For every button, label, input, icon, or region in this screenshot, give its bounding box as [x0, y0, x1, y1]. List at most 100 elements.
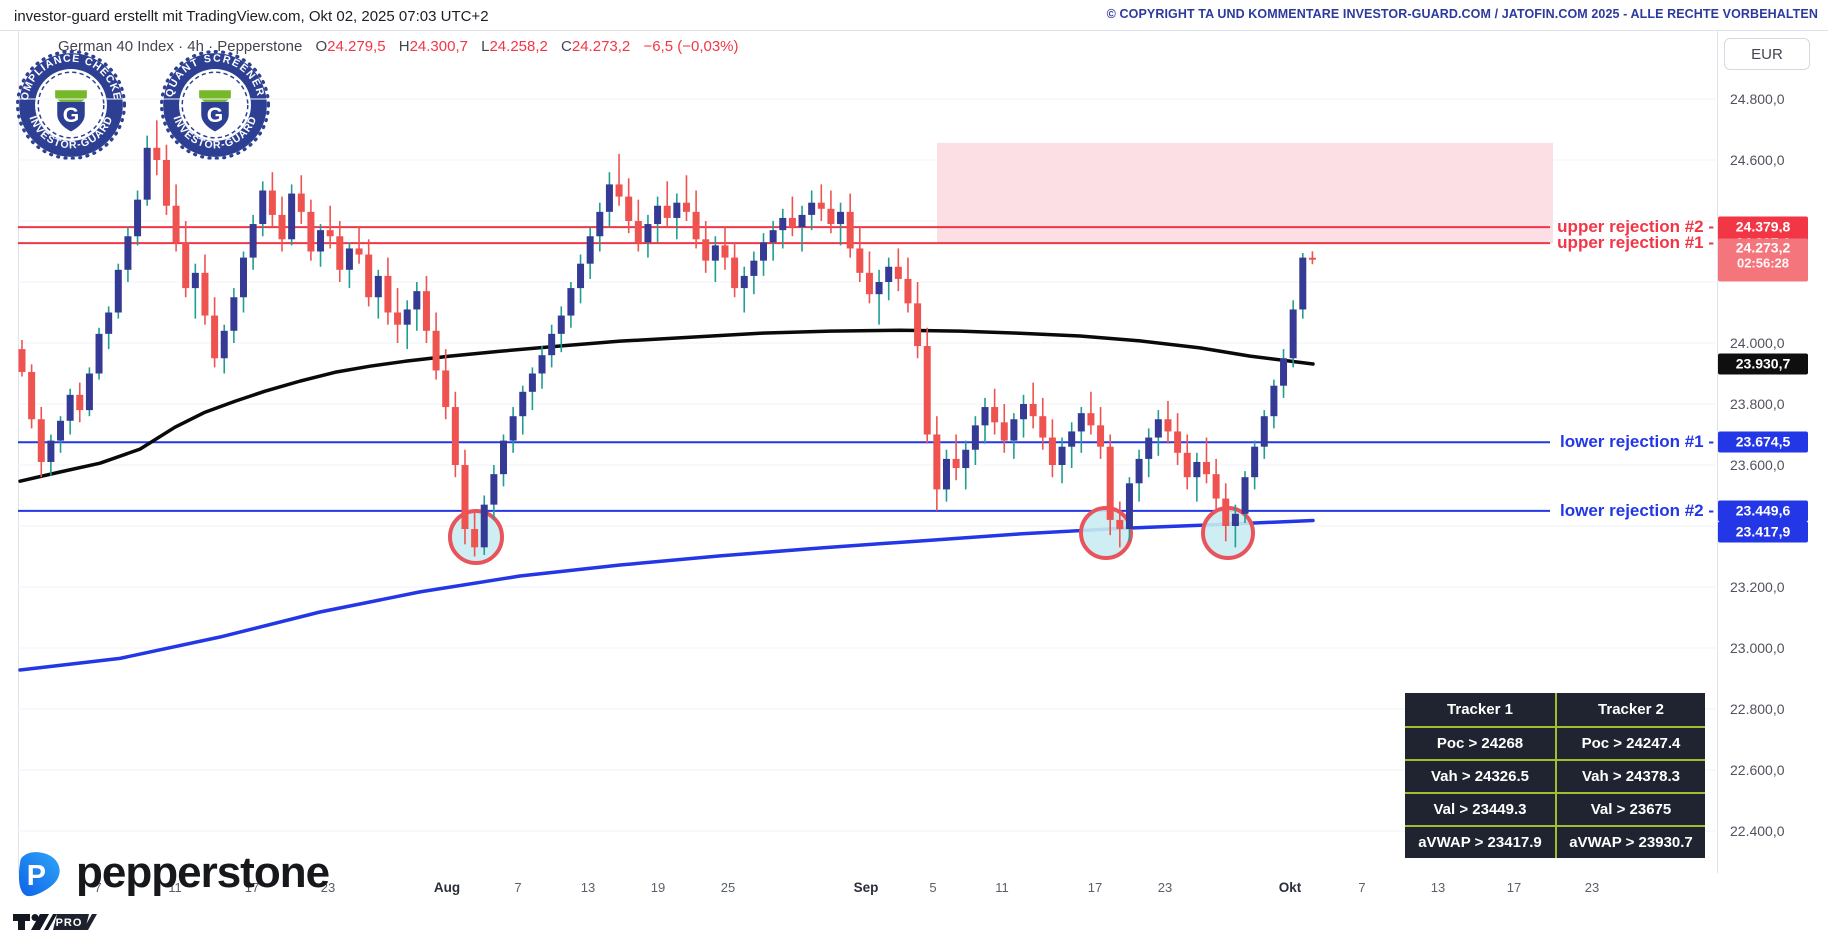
candle-body	[663, 205, 671, 218]
candle-body	[673, 202, 681, 218]
candle-body	[1212, 474, 1220, 499]
time-axis-label-11: 11	[168, 880, 182, 895]
candle-body	[615, 184, 623, 197]
candle-body	[1106, 446, 1114, 520]
tracker-2-avwap: aVWAP > 23930.7	[1555, 825, 1705, 858]
low-label: L	[481, 38, 490, 55]
tracker-2-header: Tracker 2	[1555, 693, 1705, 726]
candle-body	[1077, 413, 1085, 432]
symbol-title[interactable]: German 40 Index · 4h · Pepperstone	[58, 38, 303, 55]
candle-body	[1308, 257, 1316, 260]
candle-body	[519, 391, 527, 417]
candle-body	[230, 297, 238, 331]
tracker-1-poc: Poc > 24268	[1405, 726, 1555, 759]
price-axis-label-24.000,0: 24.000,0	[1730, 335, 1785, 351]
candle-body	[413, 291, 421, 310]
candle-body	[740, 275, 748, 289]
candle-body	[885, 266, 893, 282]
quant-screener-stamp-icon: QUANT SCREENER INVESTOR-GUARD G	[160, 50, 270, 160]
price-axis-label-22.800,0: 22.800,0	[1730, 701, 1785, 717]
upper-rejection-2-label[interactable]: upper rejection #2 -	[1557, 217, 1714, 237]
candle-body	[971, 425, 979, 450]
candle-body	[1010, 419, 1018, 441]
candle-body	[1270, 385, 1278, 417]
candle-body	[942, 458, 950, 490]
candle-body	[596, 211, 604, 237]
candle-body	[1058, 446, 1066, 465]
candle-body	[856, 248, 864, 273]
time-axis-label-23: 23	[1584, 880, 1600, 895]
time-axis-label-Okt: Okt	[1278, 880, 1302, 895]
tradingview-icon: PRO	[13, 914, 97, 930]
price-axis-label-23.200,0: 23.200,0	[1730, 579, 1785, 595]
lower-rejection-1-label[interactable]: lower rejection #1 -	[1560, 432, 1714, 452]
price-badge-23.417,9: 23.417,9	[1718, 521, 1808, 543]
close-label: C	[561, 38, 572, 55]
candle-body	[394, 312, 402, 325]
copyright-text: © COPYRIGHT TA UND KOMMENTARE INVESTOR-G…	[1106, 7, 1818, 21]
change-value: −6,5 (−0,03%)	[643, 38, 739, 55]
avwap-tracker2-curve[interactable]	[18, 328, 1315, 483]
low-highlight-circle[interactable]	[1079, 506, 1133, 561]
candle-body	[403, 309, 411, 325]
low-value: 24.258,2	[489, 38, 548, 55]
time-axis[interactable]: 7 11 17 23 Aug 7 13 19 25 Sep 5 11 17 23 Okt 7 13 17 23	[0, 873, 1828, 907]
time-axis-label-19: 19	[650, 880, 666, 895]
candle-body	[1020, 404, 1028, 420]
lower-rejection-2-price-badge: 23.449,6	[1718, 500, 1808, 522]
time-axis-label-11: 11	[995, 880, 1009, 895]
symbol-ohlc-bar[interactable]: German 40 Index · 4h · Pepperstone O24.2…	[58, 38, 739, 55]
candle-body	[577, 263, 585, 289]
price-axis-label-22.600,0: 22.600,0	[1730, 762, 1785, 778]
pepperstone-logo: P pepperstone	[12, 848, 330, 902]
candle-body	[47, 440, 55, 462]
svg-text:G: G	[63, 104, 79, 127]
price-badge-24.273,2: 24.273,2 02:56:28	[1718, 238, 1808, 282]
time-axis-label-7: 7	[514, 880, 522, 895]
candle-body	[162, 160, 170, 206]
tradingview-pro-logo: PRO	[13, 912, 133, 932]
compliance-checked-stamp-icon: COMPLIANCE CHECKED INVESTOR-GUARD G	[16, 50, 126, 160]
svg-text:PRO: PRO	[56, 917, 83, 929]
tracker-1-header: Tracker 1	[1447, 701, 1513, 718]
lower-rejection-2-label[interactable]: lower rejection #2 -	[1560, 500, 1714, 520]
candle-body	[721, 245, 729, 258]
time-axis-label-25: 25	[720, 880, 736, 895]
candle-body	[336, 236, 344, 270]
candle-body	[451, 407, 459, 465]
time-axis-label-Aug: Aug	[433, 880, 461, 895]
candle-body	[586, 236, 594, 264]
candle-body	[1048, 437, 1056, 465]
candle-body	[76, 394, 84, 411]
candle-body	[817, 202, 825, 209]
tracker-1-avwap: aVWAP > 23417.9	[1405, 825, 1555, 858]
tracker-2-vah: Vah > 24378.3	[1555, 759, 1705, 792]
candle-body	[1125, 483, 1133, 530]
price-axis-label-24.800,0: 24.800,0	[1730, 91, 1785, 107]
countdown-timer: 02:56:28	[1736, 255, 1790, 271]
candle-body	[625, 196, 633, 221]
candle-body	[1087, 413, 1095, 426]
upper-rejection-1-label[interactable]: upper rejection #1 -	[1557, 233, 1714, 253]
candle-body	[769, 230, 777, 243]
candle-body	[731, 257, 739, 289]
candle-body	[201, 272, 209, 316]
candle-body	[124, 236, 132, 270]
svg-text:G: G	[207, 104, 223, 127]
candle-body	[288, 193, 296, 240]
candle-body	[442, 370, 450, 408]
candle-body	[1164, 419, 1172, 432]
candle-body	[788, 217, 796, 228]
candle-body	[220, 330, 228, 359]
candle-body	[1193, 461, 1201, 478]
time-axis-label-5: 5	[929, 880, 937, 895]
candle-body	[1183, 452, 1191, 478]
currency-button[interactable]: EUR	[1724, 38, 1810, 70]
candlestick-chart[interactable]	[0, 0, 1717, 873]
candle-body	[981, 407, 989, 426]
candle-body	[259, 190, 267, 225]
time-axis-label-13: 13	[580, 880, 596, 895]
candle-body	[28, 371, 36, 420]
candle-body	[1039, 416, 1047, 438]
candle-body	[1251, 446, 1259, 478]
